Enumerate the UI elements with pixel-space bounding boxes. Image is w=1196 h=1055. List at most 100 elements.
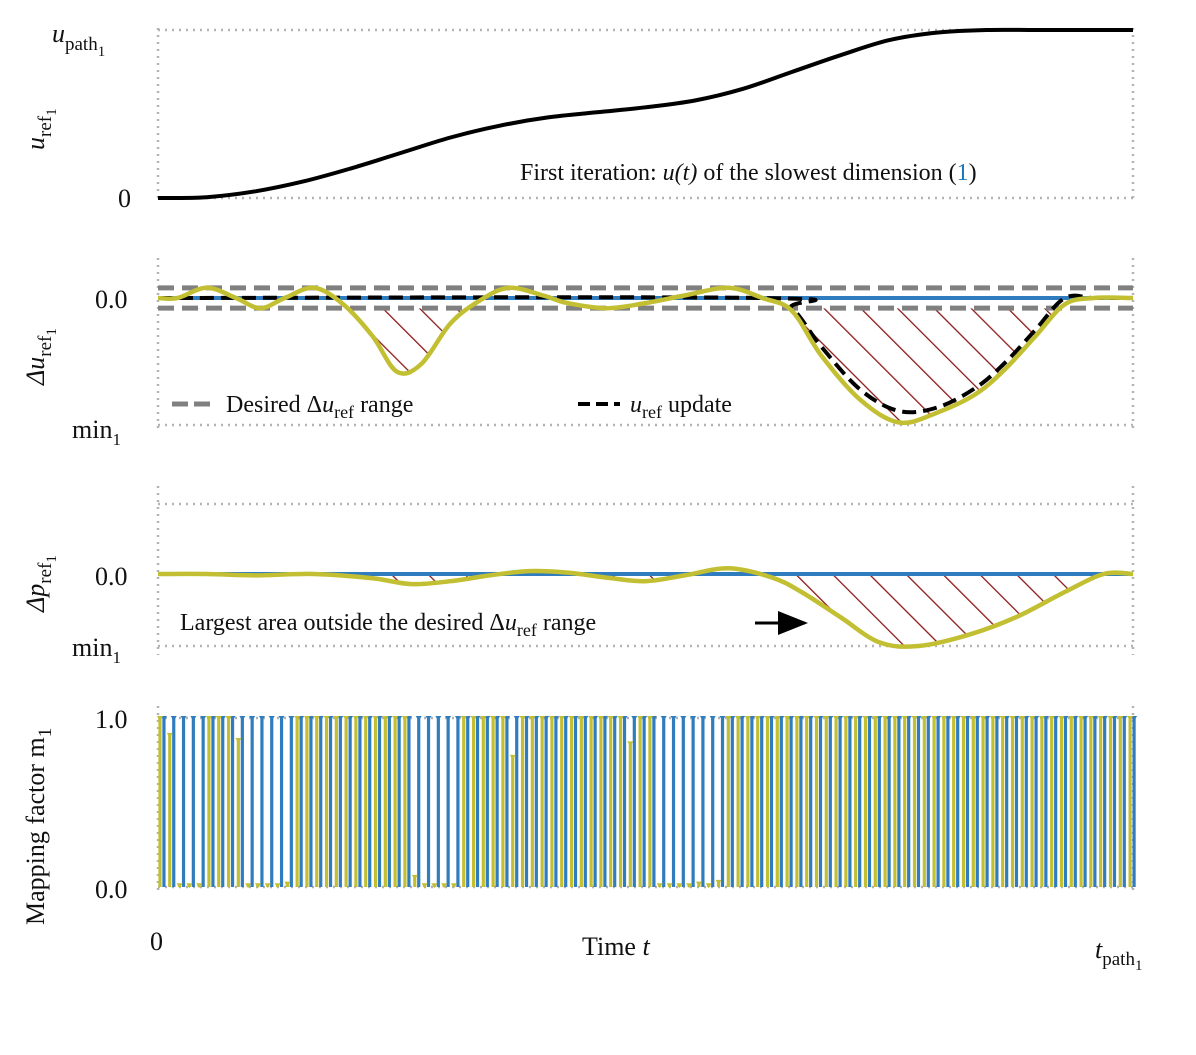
olive-stem-marker	[1048, 716, 1055, 721]
blue-stem-marker	[376, 716, 383, 721]
blue-stem-marker	[837, 716, 844, 721]
olive-stem-marker	[176, 883, 183, 889]
delta-p-hatched-area	[348, 576, 1098, 647]
olive-stem-marker	[705, 883, 712, 889]
legend-desired-range: Desired Δuref range	[172, 392, 413, 422]
blue-stem-marker	[935, 716, 942, 721]
olive-stem-marker	[715, 879, 722, 885]
blue-stem-marker	[964, 716, 971, 721]
olive-stem-marker	[891, 716, 898, 721]
blue-stem-marker	[660, 716, 667, 721]
blue-stem-marker	[925, 716, 932, 721]
olive-stem-marker	[764, 716, 771, 721]
panel3-ytick-bottom: min1	[72, 633, 121, 667]
blue-stem-marker	[1013, 716, 1020, 721]
olive-stem-marker	[813, 716, 820, 721]
panel-delta-u: 0.0 min1 Δuref1 Desired Δuref range uref…	[21, 258, 1135, 449]
olive-stem-marker	[156, 716, 163, 721]
olive-stem-marker	[862, 716, 869, 721]
blue-stem-marker	[895, 716, 902, 721]
olive-stem-marker	[352, 716, 359, 721]
blue-stem-marker	[1003, 716, 1010, 721]
xtick-right: tpath1	[1095, 935, 1142, 974]
blue-stem-marker	[513, 716, 520, 721]
blue-stem-marker	[1062, 716, 1069, 721]
blue-stem-marker	[307, 716, 314, 721]
blue-stem-marker	[317, 716, 324, 721]
blue-stem-marker	[856, 716, 863, 721]
blue-stem-marker	[768, 716, 775, 721]
panel-delta-p: 0.0 min1 Δpref1 Largest area outside the…	[21, 486, 1135, 667]
olive-stem-marker	[911, 716, 918, 721]
blue-stem-marker	[827, 716, 834, 721]
olive-stem-marker	[411, 874, 418, 880]
reference-link[interactable]: 1	[957, 160, 969, 186]
olive-stem-marker	[313, 716, 320, 721]
blue-stem-marker	[298, 716, 305, 721]
u-ref-update-curve	[157, 293, 1133, 415]
blue-stem-marker	[709, 716, 716, 721]
olive-stem-marker	[499, 716, 506, 721]
olive-stem-marker	[274, 883, 281, 889]
blue-stem-marker	[396, 716, 403, 721]
olive-stem-marker	[509, 754, 516, 760]
olive-stem-marker	[186, 883, 193, 889]
blue-stem-marker	[915, 716, 922, 721]
olive-stem-marker	[245, 883, 252, 889]
olive-stem-marker	[695, 881, 702, 887]
panel4-ytick-bottom: 0.0	[95, 875, 128, 904]
olive-stem-marker	[999, 716, 1006, 721]
olive-stem-marker	[372, 716, 379, 721]
olive-stem-marker	[264, 883, 271, 889]
blue-stem-marker	[425, 716, 432, 721]
blue-stem-marker	[258, 716, 265, 721]
olive-stem-marker	[1029, 716, 1036, 721]
olive-stem-marker	[421, 883, 428, 889]
blue-stem-marker	[249, 716, 256, 721]
olive-stem-marker	[637, 716, 644, 721]
olive-stem-marker	[980, 716, 987, 721]
panel1-annotation: First iteration: u(t) of the slowest dim…	[520, 160, 977, 186]
olive-stem-marker	[676, 883, 683, 889]
olive-stem-marker	[568, 716, 575, 721]
blue-stem-marker	[366, 716, 373, 721]
blue-stem-marker	[582, 716, 589, 721]
olive-stem-marker	[725, 716, 732, 721]
olive-stem-marker	[1078, 716, 1085, 721]
olive-stem-marker	[754, 716, 761, 721]
olive-stem-marker	[852, 716, 859, 721]
panel1-ytick-bottom: 0	[118, 184, 131, 213]
olive-stem-marker	[205, 716, 212, 721]
olive-stem-marker	[793, 716, 800, 721]
olive-stem-marker	[617, 716, 624, 721]
olive-stem-marker	[646, 716, 653, 721]
blue-stem-marker	[954, 716, 961, 721]
blue-stem-marker	[327, 716, 334, 721]
olive-stem-marker	[1038, 716, 1045, 721]
blue-stem-marker	[984, 716, 991, 721]
blue-stem-marker	[464, 716, 471, 721]
blue-stem-marker	[1121, 716, 1128, 721]
blue-stem-marker	[268, 716, 275, 721]
blue-stem-marker	[974, 716, 981, 721]
panel2-ytick-top: 0.0	[95, 285, 128, 314]
panel2-ytick-bottom: min1	[72, 415, 121, 449]
blue-stem-marker	[866, 716, 873, 721]
blue-stem-marker	[415, 716, 422, 721]
blue-stem-marker	[1052, 716, 1059, 721]
olive-stem-marker	[921, 716, 928, 721]
olive-stem-marker	[1009, 716, 1016, 721]
blue-stem-marker	[484, 716, 491, 721]
olive-stem-marker	[666, 883, 673, 889]
olive-stem-marker	[343, 716, 350, 721]
blue-stem-marker	[474, 716, 481, 721]
olive-stem-marker	[166, 732, 173, 738]
blue-stem-marker	[1082, 716, 1089, 721]
blue-stem-marker	[160, 716, 167, 721]
blue-stem-marker	[650, 716, 657, 721]
panel2-ylabel: Δuref1	[21, 328, 60, 386]
blue-stem-marker	[239, 716, 246, 721]
blue-stem-marker	[503, 716, 510, 721]
blue-stem-marker	[1131, 716, 1138, 721]
